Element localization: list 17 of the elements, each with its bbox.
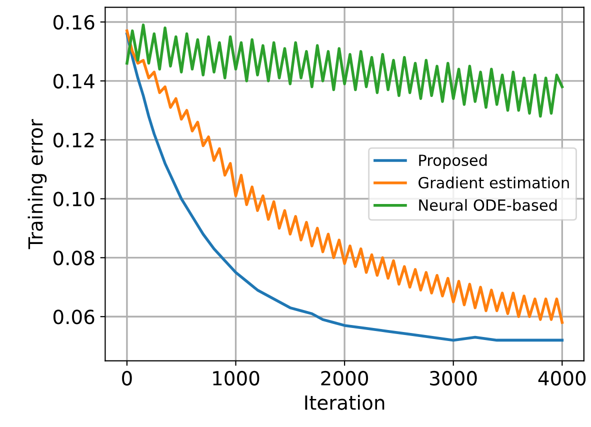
y-axis-title: Training error xyxy=(28,119,47,250)
y-tick-label: 0.14 xyxy=(53,74,94,89)
legend-label: Proposed xyxy=(419,154,487,170)
y-tick-label: 0.08 xyxy=(53,250,94,266)
x-tick-label: 0 xyxy=(122,370,132,386)
y-tick-label: 0.16 xyxy=(53,14,94,30)
x-tick-label: 4000 xyxy=(538,370,586,386)
line-series xyxy=(126,24,564,118)
y-tick-label: 0.06 xyxy=(53,310,94,324)
x-axis-title: Iteration xyxy=(305,394,384,410)
x-tick-label: 2000 xyxy=(321,370,368,386)
legend-label: Gradient estimation xyxy=(418,176,569,188)
y-tick-label: 0.12 xyxy=(53,132,94,148)
y-tick-label: 0.10 xyxy=(53,192,94,206)
x-tick-label: 1000 xyxy=(213,370,260,386)
x-tick-label: 3000 xyxy=(430,370,477,386)
legend-label: Neural ODE-based xyxy=(419,199,557,211)
